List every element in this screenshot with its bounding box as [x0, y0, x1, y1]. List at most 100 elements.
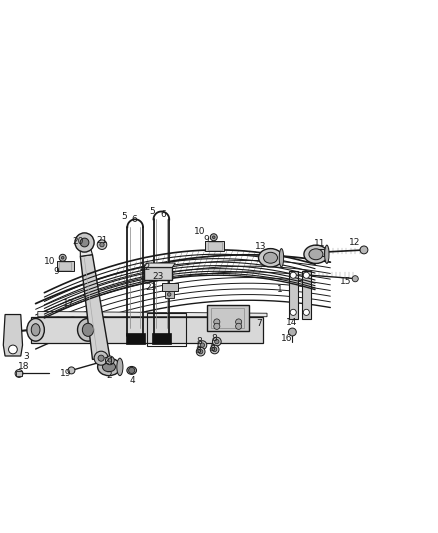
Text: 8: 8: [211, 334, 217, 343]
Ellipse shape: [31, 324, 40, 336]
Bar: [162, 283, 177, 291]
Bar: [16, 371, 21, 376]
Text: 11: 11: [314, 239, 325, 248]
Circle shape: [97, 240, 107, 249]
Circle shape: [196, 348, 205, 356]
Polygon shape: [4, 314, 22, 356]
Ellipse shape: [98, 358, 120, 376]
Circle shape: [212, 236, 215, 239]
Polygon shape: [80, 255, 110, 359]
Bar: [208, 242, 222, 250]
Text: 4: 4: [130, 376, 135, 384]
Text: 22: 22: [139, 263, 150, 272]
Text: 10: 10: [44, 257, 55, 266]
Text: 14: 14: [286, 318, 297, 327]
Text: 23: 23: [152, 272, 163, 280]
Circle shape: [352, 276, 358, 282]
Circle shape: [215, 340, 219, 344]
Circle shape: [200, 343, 205, 348]
Text: 8: 8: [195, 346, 201, 355]
Bar: [211, 308, 244, 328]
Circle shape: [9, 345, 17, 354]
Ellipse shape: [117, 358, 123, 376]
Ellipse shape: [264, 252, 278, 263]
Ellipse shape: [258, 248, 283, 267]
Circle shape: [290, 272, 296, 278]
Text: 5: 5: [121, 212, 127, 221]
Bar: [147, 313, 186, 346]
Circle shape: [98, 355, 104, 361]
Text: 8: 8: [197, 337, 202, 346]
Circle shape: [198, 350, 203, 354]
Text: 16: 16: [281, 334, 293, 343]
Text: 21: 21: [103, 357, 115, 366]
Bar: [57, 261, 74, 271]
Circle shape: [212, 348, 217, 352]
Ellipse shape: [82, 323, 94, 336]
Bar: [31, 317, 263, 343]
Bar: [152, 333, 171, 344]
Text: 21: 21: [96, 236, 108, 245]
Text: 12: 12: [349, 238, 360, 247]
Bar: [314, 249, 324, 256]
Text: 7: 7: [256, 319, 262, 328]
Text: 15: 15: [340, 277, 351, 286]
Ellipse shape: [78, 318, 99, 341]
Circle shape: [129, 367, 135, 374]
Circle shape: [59, 254, 66, 261]
Text: 2: 2: [106, 371, 112, 380]
Circle shape: [80, 238, 89, 247]
Text: 19: 19: [60, 369, 72, 378]
Bar: [126, 333, 145, 344]
Text: 1: 1: [277, 285, 283, 294]
Text: 18: 18: [18, 362, 29, 372]
Text: 8: 8: [209, 344, 215, 353]
Text: 6: 6: [160, 211, 166, 220]
Ellipse shape: [309, 249, 323, 260]
Circle shape: [94, 351, 108, 365]
Ellipse shape: [27, 318, 44, 341]
Circle shape: [68, 367, 75, 374]
Circle shape: [167, 293, 171, 296]
Polygon shape: [302, 271, 311, 319]
Circle shape: [61, 256, 64, 259]
Circle shape: [212, 337, 221, 346]
Ellipse shape: [127, 367, 137, 374]
Circle shape: [108, 359, 112, 362]
Bar: [207, 305, 249, 330]
Bar: [59, 262, 71, 270]
Circle shape: [236, 319, 242, 325]
Text: 9: 9: [54, 267, 60, 276]
Text: 17: 17: [63, 299, 74, 308]
Bar: [144, 268, 172, 280]
Circle shape: [214, 319, 220, 325]
Text: 13: 13: [255, 243, 266, 252]
Text: 23: 23: [146, 283, 157, 292]
Ellipse shape: [325, 245, 329, 263]
Text: 20: 20: [73, 237, 84, 246]
Circle shape: [100, 243, 104, 247]
Ellipse shape: [279, 248, 284, 267]
Circle shape: [15, 369, 23, 377]
Circle shape: [210, 345, 219, 354]
Circle shape: [236, 323, 242, 329]
Circle shape: [210, 234, 217, 241]
Circle shape: [290, 309, 296, 316]
Polygon shape: [289, 271, 297, 319]
Polygon shape: [144, 263, 175, 268]
Circle shape: [288, 328, 296, 336]
Polygon shape: [80, 242, 92, 256]
Ellipse shape: [102, 362, 116, 372]
Text: 9: 9: [203, 235, 209, 244]
Bar: [165, 291, 174, 298]
Circle shape: [198, 341, 207, 350]
Text: 10: 10: [194, 227, 205, 236]
Circle shape: [303, 309, 309, 316]
Text: 3: 3: [23, 351, 29, 360]
Ellipse shape: [304, 245, 328, 263]
Text: 5: 5: [150, 207, 155, 216]
Bar: [205, 241, 224, 251]
Circle shape: [75, 233, 94, 252]
Circle shape: [303, 272, 309, 278]
Circle shape: [360, 246, 368, 254]
